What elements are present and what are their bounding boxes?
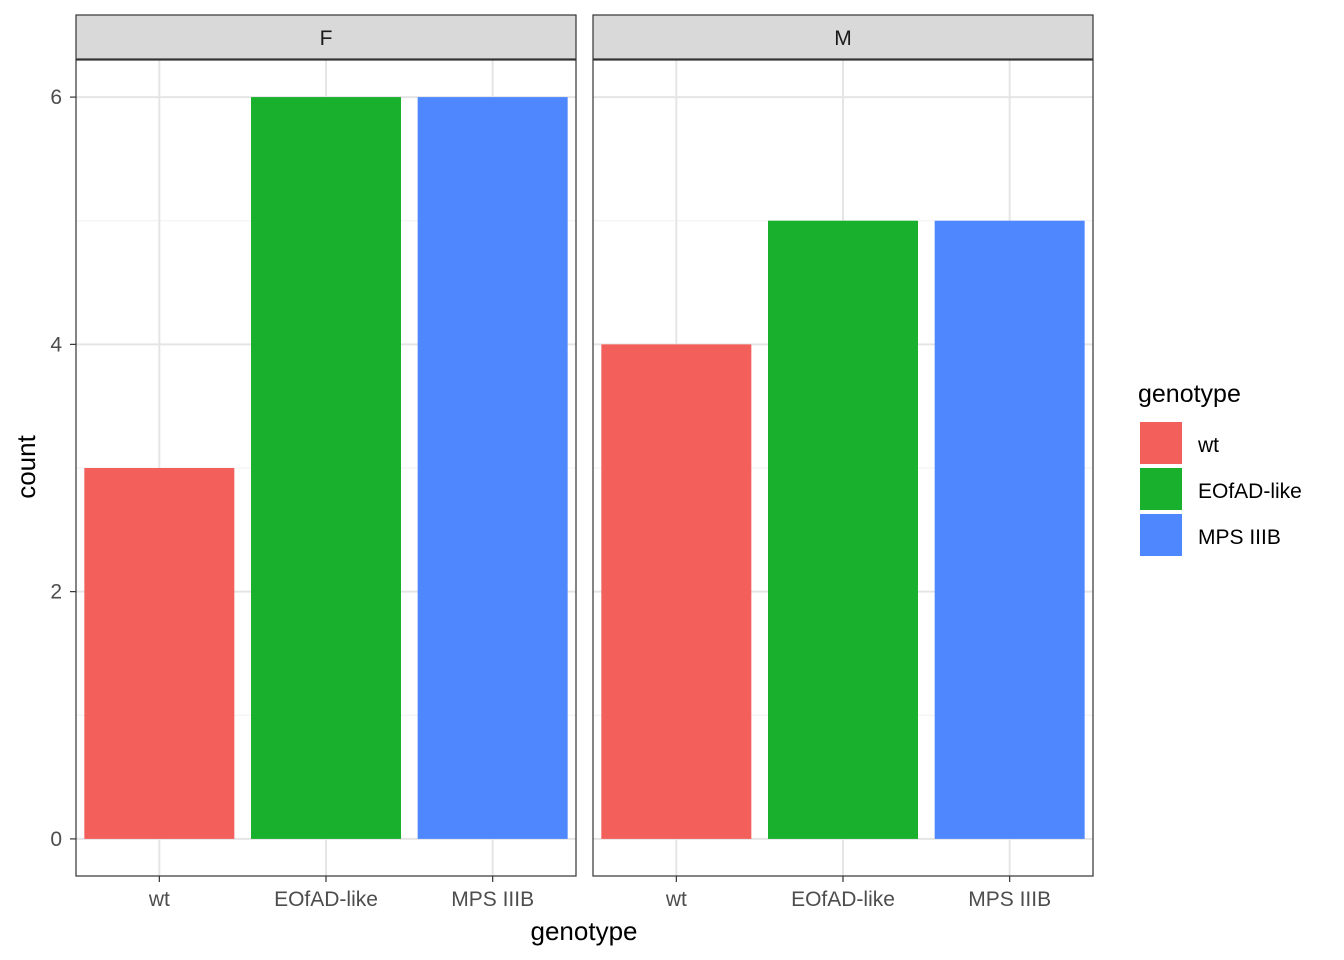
- x-tick-label: EOfAD-like: [274, 888, 378, 911]
- x-tick-label: MPS IIIB: [451, 888, 534, 911]
- x-tick-label: EOfAD-like: [791, 888, 895, 911]
- y-tick-label: 0: [50, 828, 62, 851]
- bar-M-EOfAD-like: [768, 221, 918, 839]
- x-tick-label: wt: [148, 888, 170, 911]
- bar-F-wt: [84, 468, 234, 839]
- legend-key-EOfAD-like: [1140, 468, 1182, 510]
- facet-panel-F: Fwt EOfAD-like MPS IIIB: [76, 15, 576, 911]
- x-tick-label: MPS IIIB: [968, 888, 1051, 911]
- x-tick-label: wt: [665, 888, 687, 911]
- facet-strip-label: M: [834, 27, 852, 50]
- y-tick-label: 2: [50, 581, 62, 604]
- legend-key-wt: [1140, 422, 1182, 464]
- legend-label: MPS IIIB: [1198, 526, 1281, 549]
- legend-key-MPS IIIB: [1140, 514, 1182, 556]
- legend-title: genotype: [1138, 380, 1241, 408]
- y-tick-label: 4: [50, 333, 62, 356]
- bar-M-MPS IIIB: [935, 221, 1085, 839]
- facet-strip-label: F: [320, 27, 333, 50]
- bar-M-wt: [601, 344, 751, 839]
- legend-label: wt: [1197, 434, 1219, 457]
- facet-panel-M: Mwt EOfAD-like MPS IIIB: [593, 15, 1093, 911]
- legend-label: EOfAD-like: [1198, 480, 1302, 503]
- bar-F-MPS IIIB: [418, 97, 568, 839]
- x-axis-title: genotype: [531, 916, 638, 946]
- y-tick-label: 6: [50, 86, 62, 109]
- y-axis-title: count: [11, 434, 41, 498]
- bar-F-EOfAD-like: [251, 97, 401, 839]
